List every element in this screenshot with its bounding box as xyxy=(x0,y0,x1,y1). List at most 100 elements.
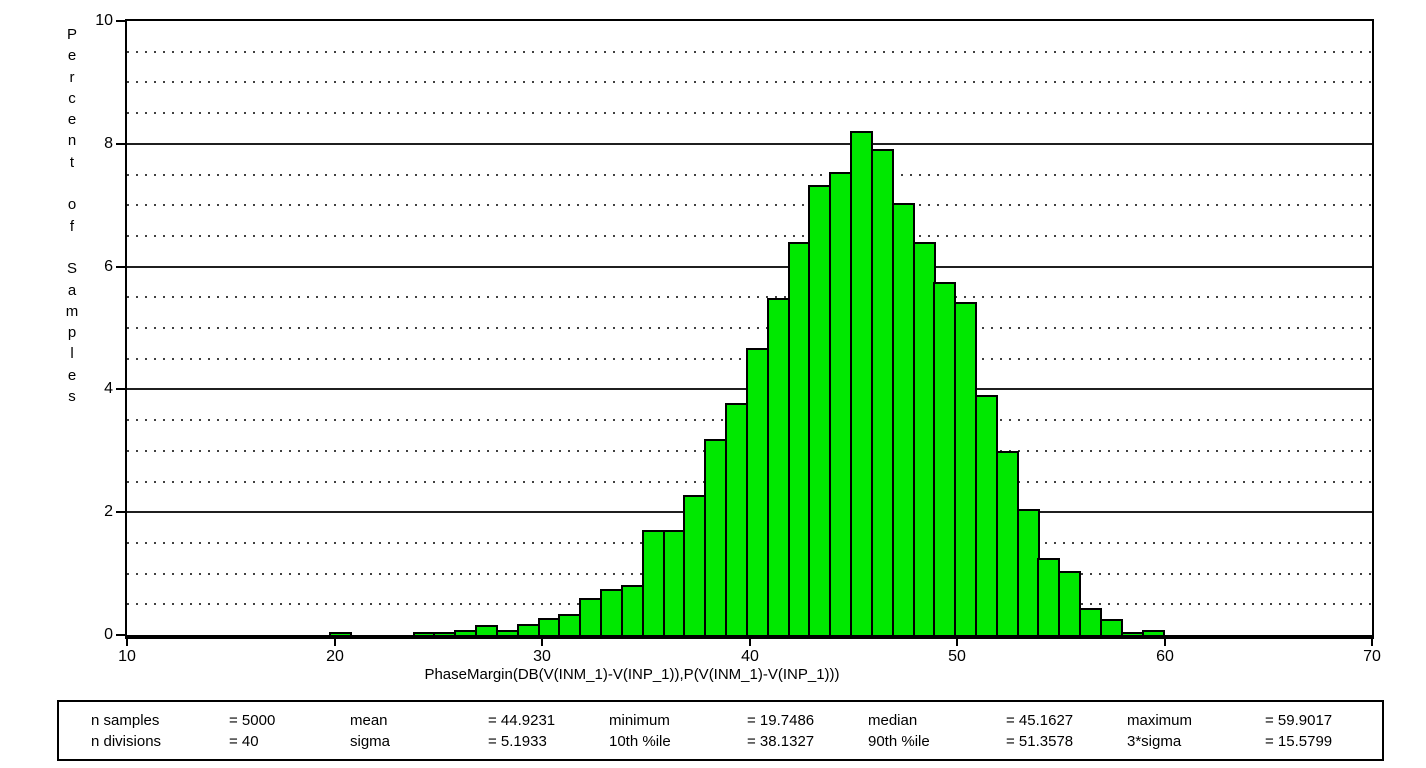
y-axis-title-char: o xyxy=(67,196,77,214)
y-tick-label: 4 xyxy=(104,380,113,397)
bars-layer xyxy=(127,21,1372,635)
stat-label: n divisions xyxy=(91,733,162,750)
minor-gridline xyxy=(127,50,1372,53)
x-tick-label: 20 xyxy=(326,648,344,665)
x-tick xyxy=(1164,637,1166,646)
minor-gridline xyxy=(127,173,1372,176)
stats-row-1: n samples = 5000 mean = 44.9231 minimum … xyxy=(91,710,1382,731)
histogram-bar xyxy=(704,439,727,635)
stat-value: = 15.5799 xyxy=(1265,733,1333,750)
y-axis-title-char: l xyxy=(70,345,74,363)
stat-mean: mean = 44.9231 xyxy=(350,710,609,731)
stat-minimum: minimum = 19.7486 xyxy=(609,710,868,731)
stat-value: = 45.1627 xyxy=(1006,712,1074,729)
plot-area[interactable] xyxy=(125,19,1374,639)
stat-3-sigma: 3*sigma = 15.5799 xyxy=(1127,731,1386,752)
minor-gridline xyxy=(127,204,1372,207)
stat-maximum: maximum = 59.9017 xyxy=(1127,710,1386,731)
minor-gridline xyxy=(127,296,1372,299)
y-tick-label: 0 xyxy=(104,626,113,643)
histogram-bar xyxy=(1079,608,1102,635)
histogram-bar xyxy=(1058,571,1081,635)
histogram-bar xyxy=(725,403,748,635)
histogram-bar xyxy=(1100,619,1123,635)
y-axis-title-char: c xyxy=(68,89,76,107)
histogram-bar xyxy=(767,298,790,635)
histogram-bar xyxy=(642,530,665,635)
stat-value: = 59.9017 xyxy=(1265,712,1333,729)
histogram-bar xyxy=(683,495,706,635)
x-tick-label: 10 xyxy=(118,648,136,665)
stat-value: = 5.1933 xyxy=(488,733,547,750)
stat-label: minimum xyxy=(609,712,670,729)
histogram-bar xyxy=(1037,558,1060,635)
stat-value: = 38.1327 xyxy=(747,733,815,750)
stat-label: median xyxy=(868,712,918,729)
x-tick-label: 50 xyxy=(948,648,966,665)
stat-label: 3*sigma xyxy=(1127,733,1182,750)
histogram-bar xyxy=(850,131,873,635)
stat-value: = 40 xyxy=(229,733,259,750)
y-tick xyxy=(116,143,125,145)
histogram-bar xyxy=(892,203,915,635)
y-tick xyxy=(116,20,125,22)
stat-value: = 44.9231 xyxy=(488,712,556,729)
stat-label: n samples xyxy=(91,712,160,729)
stat-value: = 19.7486 xyxy=(747,712,815,729)
y-tick xyxy=(116,634,125,636)
histogram-bar xyxy=(954,302,977,635)
histogram-bar xyxy=(996,451,1019,635)
y-axis-title-char: r xyxy=(69,68,75,86)
y-axis-title-char: m xyxy=(65,302,79,320)
stat-label: sigma xyxy=(350,733,391,750)
y-axis-title-char: S xyxy=(66,260,77,278)
histogram-bar xyxy=(829,172,852,635)
histogram-bar xyxy=(975,395,998,635)
histogram-bar xyxy=(1142,630,1165,635)
histogram-bar xyxy=(808,185,831,635)
y-axis-title-char: t xyxy=(69,153,75,171)
major-gridline xyxy=(127,142,1372,145)
minor-gridline xyxy=(127,327,1372,329)
y-axis: 0 2 4 6 8 10 xyxy=(85,12,125,643)
stat-10th-percentile: 10th %ile = 38.1327 xyxy=(609,731,868,752)
x-tick xyxy=(749,637,751,646)
stats-box: n samples = 5000 mean = 44.9231 minimum … xyxy=(57,700,1384,761)
minor-gridline xyxy=(127,234,1372,237)
y-axis-title-char: s xyxy=(68,388,76,406)
stat-n-divisions: n divisions = 40 xyxy=(91,731,350,752)
histogram-bar xyxy=(600,589,623,635)
stat-label: 10th %ile xyxy=(609,733,671,750)
histogram-bar xyxy=(871,149,894,635)
x-tick-label: 30 xyxy=(533,648,551,665)
y-axis-title-char: n xyxy=(67,132,77,150)
y-tick xyxy=(116,388,125,390)
x-tick xyxy=(126,637,128,646)
y-tick-label: 2 xyxy=(104,503,113,520)
histogram-bar xyxy=(475,625,498,635)
histogram-bar xyxy=(621,585,644,635)
histogram-bar xyxy=(517,624,540,635)
y-tick xyxy=(116,266,125,268)
stats-row-2: n divisions = 40 sigma = 5.1933 10th %il… xyxy=(91,731,1382,752)
stat-label: 90th %ile xyxy=(868,733,930,750)
x-tick-label: 70 xyxy=(1363,648,1381,665)
y-axis-title-char: e xyxy=(67,366,77,384)
y-tick xyxy=(116,511,125,513)
x-tick xyxy=(541,637,543,646)
x-tick-label: 40 xyxy=(741,648,759,665)
histogram-bar xyxy=(933,282,956,635)
x-axis: 10 20 30 40 50 60 70 xyxy=(118,635,1381,679)
y-axis-title-char: p xyxy=(67,324,77,342)
minor-gridline xyxy=(127,81,1372,84)
y-axis-title-char: a xyxy=(67,281,77,299)
y-axis-title-char: f xyxy=(69,217,75,235)
x-tick xyxy=(956,637,958,646)
stat-label: maximum xyxy=(1127,712,1193,729)
y-axis-title-char: e xyxy=(67,47,77,65)
y-axis-title-char: P xyxy=(66,26,77,43)
x-axis-title: PhaseMargin(DB(V(INM_1)-V(INP_1)),P(V(IN… xyxy=(424,666,840,683)
x-tick xyxy=(1371,637,1373,646)
